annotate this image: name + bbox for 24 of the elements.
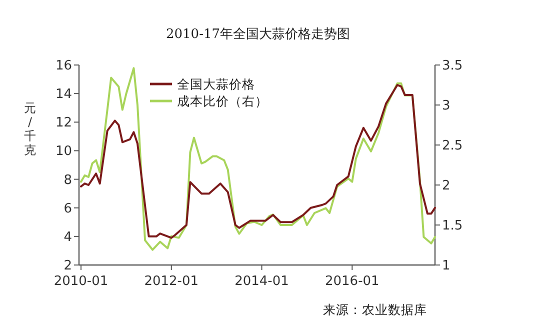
y2-tick-label: 3.5 [442, 58, 463, 74]
y-tick-label: 4 [64, 230, 72, 245]
y-axis-title: 元/千克 [24, 101, 36, 157]
chart-title: 2010-17年全国大蒜价格走势图 [166, 27, 350, 42]
y-tick-label: 16 [55, 58, 72, 74]
y2-tick-label: 2 [442, 178, 450, 194]
legend-label: 成本比价（右） [177, 94, 268, 108]
x-tick-label: 2012-01 [144, 274, 199, 289]
x-tick-label: 2016-01 [324, 274, 380, 289]
y-tick-label: 12 [55, 116, 72, 131]
y-tick-label: 2 [64, 258, 72, 274]
y-tick-label: 14 [55, 87, 72, 102]
y2-tick-label: 1.5 [442, 218, 463, 234]
x-tick-label: 2014-01 [234, 274, 289, 289]
y-tick-label: 6 [64, 201, 72, 216]
x-tick-label: 2010-01 [54, 274, 108, 289]
y2-tick-label: 1 [442, 258, 450, 274]
source-note: 来源：农业数据库 [323, 302, 427, 317]
y2-tick-label: 2.5 [442, 138, 463, 154]
line-series [80, 67, 436, 251]
y-tick-label: 10 [55, 144, 72, 160]
legend-label: 全国大蒜价格 [177, 76, 255, 92]
y2-tick-label: 3 [442, 98, 450, 114]
y-tick-label: 8 [64, 172, 72, 188]
